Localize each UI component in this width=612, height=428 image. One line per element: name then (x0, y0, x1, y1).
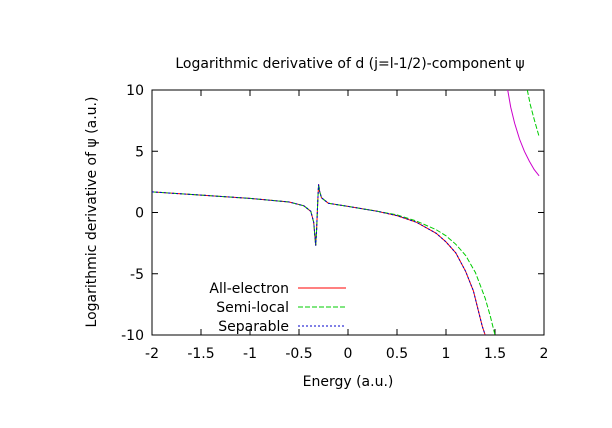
series-line-3 (507, 89, 540, 177)
series-line-1 (151, 184, 496, 336)
series-line-0 (151, 184, 486, 336)
axis-ticks: -2 -1.5 -1 -0.5 0 0.5 1 1.5 2 10 5 0 -5 -10 (121, 83, 548, 362)
y-tick-label: 0 (135, 206, 144, 222)
x-axis-label: Energy (a.u.) (303, 374, 394, 390)
y-tick-label: -10 (121, 328, 144, 344)
x-tick-label: -1 (243, 346, 257, 362)
x-tick-label: 1 (442, 346, 451, 362)
x-tick-label: -2 (145, 346, 159, 362)
y-axis-label: Logarithmic derivative of ψ (a.u.) (84, 97, 100, 328)
series-line-2 (151, 184, 486, 336)
x-tick-label: 0 (344, 346, 353, 362)
series-lines (151, 89, 540, 336)
x-tick-label: -1.5 (187, 346, 214, 362)
legend-label: Separable (218, 319, 289, 335)
x-tick-label: 0.5 (386, 346, 408, 362)
chart-title: Logarithmic derivative of d (j=l-1/2)-co… (175, 56, 524, 72)
series-line-4 (526, 89, 540, 137)
x-tick-label: -0.5 (285, 346, 312, 362)
y-tick-label: 5 (135, 144, 144, 160)
x-tick-label: 1.5 (484, 346, 506, 362)
legend-label: All-electron (209, 281, 289, 297)
y-tick-label: -5 (130, 267, 144, 283)
y-tick-label: 10 (126, 83, 144, 99)
x-tick-label: 2 (540, 346, 549, 362)
legend: All-electron Semi-local Separable (209, 281, 346, 335)
legend-label: Semi-local (216, 300, 289, 316)
